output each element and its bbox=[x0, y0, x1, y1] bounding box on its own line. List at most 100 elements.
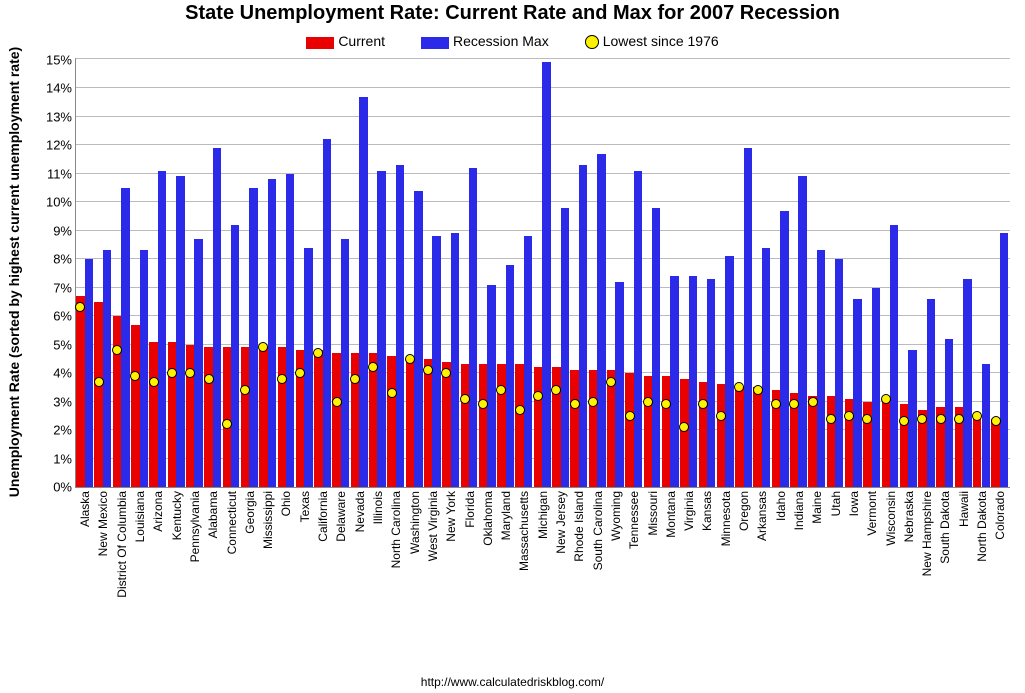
bar-current bbox=[223, 347, 231, 487]
marker-lowest bbox=[643, 397, 653, 407]
y-tick-label: 3% bbox=[32, 394, 72, 409]
x-tick-label: Michigan bbox=[536, 491, 550, 656]
bar-recession-max bbox=[213, 148, 221, 487]
legend-label: Current bbox=[338, 33, 385, 49]
bar-current bbox=[753, 387, 761, 487]
unemployment-chart: State Unemployment Rate: Current Rate an… bbox=[0, 0, 1025, 693]
bar-recession-max bbox=[908, 350, 916, 487]
bar-current bbox=[497, 364, 505, 487]
marker-lowest bbox=[588, 397, 598, 407]
bar-current bbox=[515, 364, 523, 487]
marker-lowest bbox=[240, 385, 250, 395]
x-tick-label: Missouri bbox=[646, 491, 660, 656]
marker-lowest bbox=[94, 377, 104, 387]
bar-recession-max bbox=[542, 62, 550, 487]
bar-current bbox=[589, 370, 597, 487]
marker-lowest bbox=[844, 411, 854, 421]
bar-current bbox=[314, 350, 322, 487]
marker-lowest bbox=[551, 385, 561, 395]
bar-recession-max bbox=[670, 276, 678, 487]
marker-lowest bbox=[954, 414, 964, 424]
bar-recession-max bbox=[85, 259, 93, 487]
bar-current bbox=[662, 376, 670, 487]
x-tick-label: South Carolina bbox=[591, 491, 605, 656]
bar-current bbox=[149, 342, 157, 487]
legend-item: Current bbox=[306, 33, 385, 49]
marker-lowest bbox=[185, 368, 195, 378]
x-tick-label: New York bbox=[444, 491, 458, 656]
x-tick-label: Washington bbox=[408, 491, 422, 656]
marker-lowest bbox=[496, 385, 506, 395]
y-tick-label: 1% bbox=[32, 451, 72, 466]
x-tick-label: Illinois bbox=[371, 491, 385, 656]
x-tick-label: Oregon bbox=[737, 491, 751, 656]
x-tick-label: North Dakota bbox=[975, 491, 989, 656]
x-tick-label: New Mexico bbox=[96, 491, 110, 656]
x-tick-label: Vermont bbox=[865, 491, 879, 656]
bar-current bbox=[369, 353, 377, 487]
marker-lowest bbox=[991, 416, 1001, 426]
marker-lowest bbox=[826, 414, 836, 424]
x-tick-label: West Virginia bbox=[426, 491, 440, 656]
marker-lowest bbox=[295, 368, 305, 378]
bar-current bbox=[644, 376, 652, 487]
marker-lowest bbox=[753, 385, 763, 395]
x-tick-label: Rhode Island bbox=[572, 491, 586, 656]
bar-recession-max bbox=[597, 154, 605, 487]
bar-current bbox=[973, 413, 981, 487]
bar-recession-max bbox=[982, 364, 990, 487]
marker-lowest bbox=[332, 397, 342, 407]
marker-lowest bbox=[204, 374, 214, 384]
legend-item: Recession Max bbox=[421, 33, 549, 49]
y-tick-label: 9% bbox=[32, 223, 72, 238]
x-tick-label: Nebraska bbox=[902, 491, 916, 656]
bar-recession-max bbox=[835, 259, 843, 487]
bar-recession-max bbox=[432, 236, 440, 487]
chart-footer: http://www.calculatedriskblog.com/ bbox=[0, 675, 1025, 689]
bar-current bbox=[241, 347, 249, 487]
marker-lowest bbox=[789, 399, 799, 409]
marker-lowest bbox=[167, 368, 177, 378]
x-tick-label: Maine bbox=[810, 491, 824, 656]
x-tick-label: Wyoming bbox=[609, 491, 623, 656]
marker-lowest bbox=[387, 388, 397, 398]
x-tick-label: Louisiana bbox=[133, 491, 147, 656]
chart-legend: CurrentRecession MaxLowest since 1976 bbox=[0, 32, 1025, 49]
x-tick-label: Kansas bbox=[700, 491, 714, 656]
bar-recession-max bbox=[762, 248, 770, 487]
bar-recession-max bbox=[744, 148, 752, 487]
x-tick-label: Alabama bbox=[206, 491, 220, 656]
bar-recession-max bbox=[561, 208, 569, 487]
marker-lowest bbox=[368, 362, 378, 372]
bar-recession-max bbox=[103, 250, 111, 487]
bar-recession-max bbox=[469, 168, 477, 487]
marker-lowest bbox=[771, 399, 781, 409]
bar-current bbox=[534, 367, 542, 487]
bar-recession-max bbox=[176, 176, 184, 487]
marker-lowest bbox=[734, 382, 744, 392]
legend-swatch bbox=[306, 37, 334, 49]
x-tick-label: Tennessee bbox=[627, 491, 641, 656]
bar-current bbox=[406, 359, 414, 487]
x-tick-label: Montana bbox=[664, 491, 678, 656]
bar-recession-max bbox=[524, 236, 532, 487]
marker-lowest bbox=[222, 419, 232, 429]
x-tick-label: New Jersey bbox=[554, 491, 568, 656]
marker-lowest bbox=[515, 405, 525, 415]
bar-recession-max bbox=[487, 285, 495, 487]
marker-lowest bbox=[478, 399, 488, 409]
bar-current bbox=[827, 396, 835, 487]
y-tick-label: 12% bbox=[32, 138, 72, 153]
y-axis-title: Unemployment Rate (sorted by highest cur… bbox=[6, 47, 22, 497]
y-tick-label: 0% bbox=[32, 480, 72, 495]
bar-recession-max bbox=[286, 174, 294, 488]
marker-lowest bbox=[130, 371, 140, 381]
bar-recession-max bbox=[872, 288, 880, 488]
bar-current bbox=[168, 342, 176, 487]
x-tick-label: Maryland bbox=[499, 491, 513, 656]
marker-lowest bbox=[313, 348, 323, 358]
x-tick-label: Virginia bbox=[682, 491, 696, 656]
bar-current bbox=[479, 364, 487, 487]
x-tick-label: Hawaii bbox=[957, 491, 971, 656]
bar-recession-max bbox=[1000, 233, 1008, 487]
